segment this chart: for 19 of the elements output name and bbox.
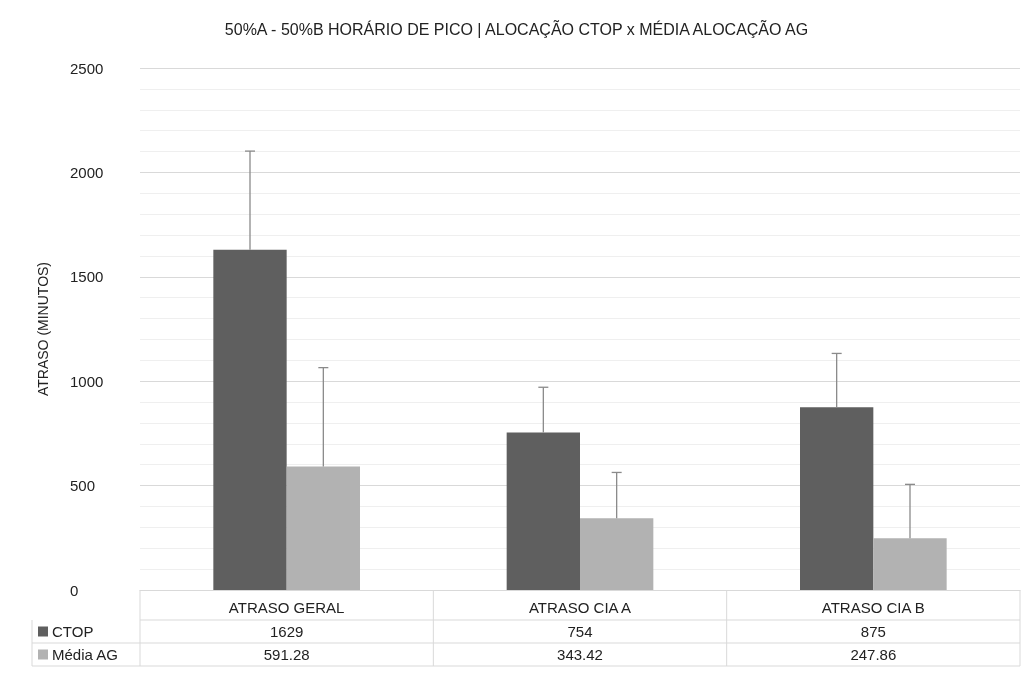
y-tick-label: 1500 (70, 268, 104, 286)
legend-label: Média AG (52, 646, 118, 663)
y-axis-title: ATRASO (MINUTOS) (35, 261, 51, 397)
y-tick-label: 1000 (70, 372, 104, 390)
data-label: 343.42 (557, 646, 603, 663)
x-tick-label: ATRASO CIA A (528, 599, 632, 616)
legend-label: CTOP (52, 623, 94, 640)
chart-title: 50%A - 50%B HORÁRIO DE PICO | ALOCAÇÃO CTOP x MÉDIA ALOCAÇÃO AG (224, 18, 809, 38)
data-label: 754 (567, 623, 593, 640)
y-tick-label: 0 (70, 581, 79, 599)
y-tick-label: 2500 (70, 59, 104, 77)
data-label: 247.86 (850, 646, 897, 663)
data-label: 875 (860, 623, 886, 640)
data-label: 591.28 (263, 646, 310, 663)
x-tick-label: ATRASO GERAL (228, 599, 345, 616)
y-tick-label: 2000 (70, 163, 104, 181)
x-tick-label: ATRASO CIA B (821, 599, 925, 616)
data-label: 1629 (269, 623, 304, 640)
y-tick-label: 500 (70, 477, 96, 495)
